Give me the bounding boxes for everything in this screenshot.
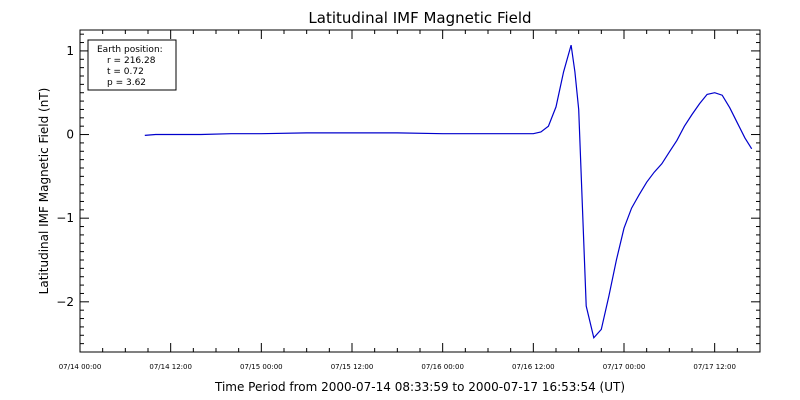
x-tick-label: 07/17 00:00 [603, 363, 646, 371]
x-tick-label: 07/16 12:00 [512, 363, 555, 371]
legend-box [87, 39, 177, 91]
chart-title: Latitudinal IMF Magnetic Field [308, 9, 531, 27]
legend-entry: r = 216.28 [107, 56, 156, 66]
legend-entry: t = 0.72 [107, 67, 144, 77]
x-tick-label: 07/17 12:00 [693, 363, 736, 371]
y-axis-label: Latitudinal IMF Magnetic Field (nT) [37, 88, 51, 295]
legend-entry: Earth position: [97, 45, 163, 55]
x-tick-label: 07/15 00:00 [240, 363, 283, 371]
legend-entry: p = 3.62 [107, 78, 146, 88]
x-tick-label: 07/16 00:00 [421, 363, 464, 371]
x-axis-label: Time Period from 2000-07-14 08:33:59 to … [214, 380, 625, 394]
x-tick-label: 07/15 12:00 [331, 363, 374, 371]
y-axis: −2 −1 0 1 [56, 33, 760, 345]
y-tick-label: 1 [66, 44, 74, 58]
legend: Earth position:r = 216.28t = 0.72p = 3.6… [87, 39, 177, 91]
x-axis: 07/14 00:00 07/14 12:00 07/15 00:00 07/15 1… [59, 30, 761, 371]
x-tick-label: 07/14 12:00 [149, 363, 192, 371]
plot-frame [79, 29, 761, 353]
y-tick-label: −2 [56, 295, 74, 309]
series-line [144, 44, 753, 340]
series-group [144, 44, 753, 340]
y-tick-label: −1 [56, 211, 74, 225]
x-tick-label: 07/14 00:00 [59, 363, 102, 371]
y-tick-label: 0 [66, 128, 74, 142]
